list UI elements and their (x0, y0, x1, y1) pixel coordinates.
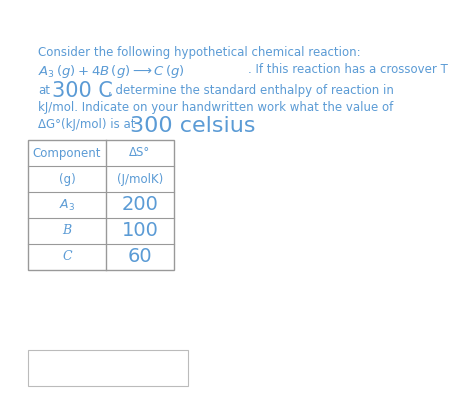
Bar (28, 140, 174, 270)
Text: Component: Component (33, 146, 101, 159)
Text: $A_3\,(g) + 4B\,(g) \longrightarrow C\,(g)$: $A_3\,(g) + 4B\,(g) \longrightarrow C\,(… (38, 63, 184, 80)
Text: 300 celsius: 300 celsius (130, 116, 255, 136)
Text: Consider the following hypothetical chemical reaction:: Consider the following hypothetical chem… (38, 46, 360, 59)
Text: ΔG°(kJ/mol) is at: ΔG°(kJ/mol) is at (38, 118, 135, 131)
Text: 100: 100 (121, 221, 158, 240)
Text: at: at (38, 84, 50, 97)
Text: kJ/mol. Indicate on your handwritten work what the value of: kJ/mol. Indicate on your handwritten wor… (38, 101, 392, 114)
Text: 60: 60 (128, 248, 152, 267)
Text: (g): (g) (59, 173, 75, 186)
Text: , determine the standard enthalpy of reaction in: , determine the standard enthalpy of rea… (108, 84, 393, 97)
Text: . If this reaction has a crossover T: . If this reaction has a crossover T (248, 63, 447, 76)
Text: $A_3$: $A_3$ (59, 198, 75, 213)
Text: C: C (62, 250, 72, 263)
Text: B: B (62, 225, 71, 238)
Text: 200: 200 (121, 196, 158, 215)
Text: (J/molK): (J/molK) (117, 173, 163, 186)
Text: ΔS°: ΔS° (129, 146, 150, 159)
Bar (28, 350, 188, 386)
Text: 300 C: 300 C (52, 81, 113, 101)
